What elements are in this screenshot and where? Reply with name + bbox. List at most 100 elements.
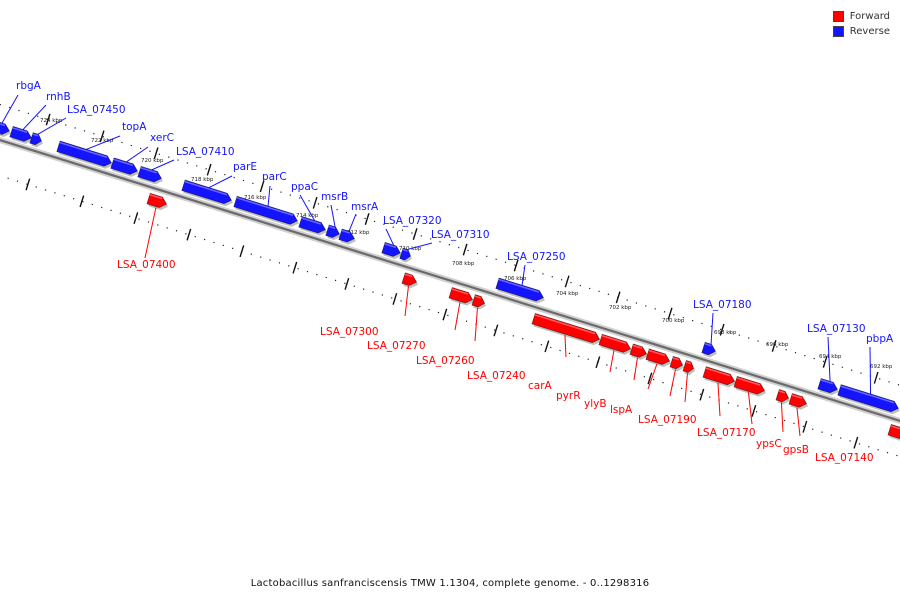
leader-LSA_07270 [454,302,461,331]
gene-LSA_07180-highlight [704,342,712,347]
leader-rbgA [1,94,19,124]
tick-mark-16-1 [853,436,859,449]
gene-label-LSA_07260: LSA_07260 [416,355,475,367]
gene-label-LSA_07310: LSA_07310 [431,229,490,241]
leader-msrB [330,204,336,227]
leader-LSA_07310 [407,242,433,250]
tick-mark-10-1 [544,340,550,353]
tick-label-14: 696 kbp [766,342,789,348]
leader-parC [267,185,271,206]
forward-swatch [832,11,844,22]
genome-caption: Lactobacillus sanfranciscensis TMW 1.130… [250,578,650,589]
gene-ypsC-highlight [736,377,761,386]
leader-xerC [126,146,149,163]
gene-LSA_07300 [401,272,417,286]
gene-label-LSA_07270: LSA_07270 [367,340,426,352]
tick-mark-4-1 [239,245,245,258]
tick-mark-9-0 [513,259,519,272]
leader-LSA_07130 [827,336,831,382]
leader-parE [208,175,233,188]
tick-mark-2-0 [153,147,159,160]
leader-LSA_07300 [404,286,409,317]
tick-label-13: 698 kbp [714,330,737,336]
gene-topA [56,140,112,167]
tick-mark-15-0 [822,355,828,368]
forward-guide-line [0,175,900,458]
tick-mark-0-1 [25,178,31,191]
gene-LSA_07300-highlight [404,273,413,278]
gene-LSA_07130-highlight [820,379,834,385]
leader-lspA [669,369,676,397]
gene-LSA_07270-highlight [451,288,469,295]
gene-msrA [338,228,355,243]
leader-msrA [348,213,357,232]
tick-label-4: 716 kbp [244,195,267,201]
gene-carA [598,333,631,353]
gene-label-LSA_07170: LSA_07170 [697,427,756,439]
gene-lspA-highlight [672,357,680,361]
gene-LSA_07260 [471,294,485,308]
leader-LSA_07180 [710,312,714,345]
gene-label-LSA_07180: LSA_07180 [693,299,752,311]
tick-label-1: 722 kbp [91,138,114,144]
gene-pbpA [837,384,899,413]
tick-mark-12-1 [647,372,653,385]
leader-LSA_07410 [151,159,175,171]
gene-ylyB [645,348,670,365]
legend-forward-label: Forward [849,11,890,22]
tick-mark-1-1 [79,195,85,208]
gene-LSA_07250 [495,277,544,302]
gene-LSA_07190 [682,360,694,373]
gene-LSA_07310-highlight [402,248,408,252]
tick-mark-13-0 [719,323,725,336]
tick-label-9: 706 kbp [504,276,527,282]
leader-LSA_07320 [385,228,395,246]
gene-parE-highlight [184,180,228,196]
gene-gpsB-highlight [778,390,786,394]
gene-LSA_07320-highlight [384,243,397,249]
gene-label-parE: parE [233,161,257,173]
gene-topA-highlight [59,141,108,158]
gene-parC [233,195,298,225]
gene-label-LSA_07250: LSA_07250 [507,251,566,263]
gene-pyrR [629,343,647,358]
gene-label-rnhB: rnhB [46,91,71,103]
gene-label-ypsC: ypsC [756,438,782,450]
gene-edge-partial [887,424,900,440]
gene-label-pbpA: pbpA [866,333,894,345]
tick-label-6: 712 kbp [347,230,370,236]
gene-rbgA-highlight [0,123,6,127]
gene-label-gpsB: gpsB [783,444,809,456]
gene-LSA_07400 [146,192,167,208]
tick-label-3: 718 kbp [191,177,214,183]
gene-label-LSA_07130: LSA_07130 [807,323,866,335]
leader-pbpA [869,346,872,394]
leader-pyrR [633,357,638,381]
gene-label-rbgA: rbgA [16,80,42,92]
legend-reverse-label: Reverse [849,26,890,37]
tick-mark-6-0 [364,213,370,225]
tick-mark-5-0 [312,196,318,209]
gene-label-LSA_07300: LSA_07300 [320,326,379,338]
gene-LSA_07450 [29,132,42,146]
gene-gpsB [775,389,789,403]
leader-LSA_07190 [684,373,688,403]
tick-mark-4-0 [259,180,265,193]
backbone-line [0,138,900,423]
leader-LSA_07450 [37,117,67,135]
gene-msrB-highlight [328,225,336,230]
tick-mark-8-1 [442,308,448,321]
gene-LSA_07400-highlight [149,193,163,200]
gene-LSA_07250-highlight [498,278,540,293]
gene-rnhB [9,126,32,142]
tick-mark-6-1 [344,278,350,290]
gene-pbpA-highlight [840,385,895,404]
gene-LSA_07140 [788,393,807,408]
gene-label-msrB: msrB [321,191,348,203]
gene-LSA_07170 [702,366,735,386]
leader-LSA_07170 [717,382,721,417]
gene-LSA_07270 [448,287,473,304]
reverse-swatch [832,26,844,37]
tick-mark-5-1 [292,261,298,274]
